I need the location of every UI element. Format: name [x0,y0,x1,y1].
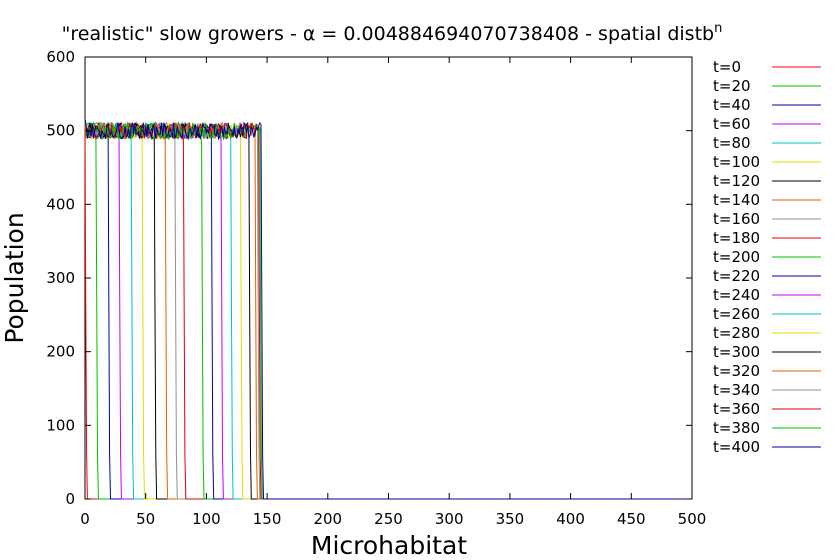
chart-title-superscript: n [714,21,722,36]
legend: t=0t=20t=40t=60t=80t=100t=120t=140t=160t… [713,58,821,456]
legend-label: t=140 [713,191,760,209]
legend-label: t=380 [713,419,760,437]
y-tick-label: 100 [46,416,75,434]
y-axis-label: Population [0,212,29,343]
legend-label: t=20 [713,77,751,95]
legend-label: t=300 [713,343,760,361]
x-tick-label: 100 [192,510,221,528]
legend-label: t=220 [713,267,760,285]
y-tick-label: 500 [46,122,75,140]
series-lines [84,119,692,500]
chart-title-main: "realistic" slow growers - α = 0.0048846… [62,23,714,45]
series-line-t-160 [84,119,692,500]
x-tick-label: 300 [435,510,464,528]
legend-label: t=180 [713,229,760,247]
series-line-t-400 [84,119,692,500]
x-axis-ticks: 0 50 100 150 200 250 300 350 400 450 500 [80,57,706,528]
y-axis-ticks: 0 100 200 300 400 500 600 [46,48,692,508]
legend-label: t=360 [713,400,760,418]
x-tick-label: 400 [556,510,585,528]
x-tick-label: 450 [617,510,646,528]
legend-label: t=60 [713,115,751,133]
legend-label: t=40 [713,96,751,114]
x-tick-label: 200 [313,510,342,528]
legend-label: t=100 [713,153,760,171]
legend-label: t=160 [713,210,760,228]
x-tick-label: 0 [80,510,90,528]
x-axis-label: Microhabitat [311,531,467,560]
legend-label: t=240 [713,286,760,304]
y-tick-label: 600 [46,48,75,66]
x-tick-label: 250 [374,510,403,528]
legend-label: t=320 [713,362,760,380]
y-tick-label: 400 [46,195,75,213]
legend-label: t=200 [713,248,760,266]
chart-title: "realistic" slow growers - α = 0.0048846… [62,21,723,45]
plot-area [84,56,693,500]
legend-label: t=0 [713,58,741,76]
x-tick-label: 50 [136,510,155,528]
legend-label: t=400 [713,438,760,456]
legend-label: t=340 [713,381,760,399]
y-tick-label: 0 [65,490,75,508]
x-tick-label: 500 [678,510,707,528]
legend-label: t=120 [713,172,760,190]
y-tick-label: 300 [46,269,75,287]
y-tick-label: 200 [46,343,75,361]
legend-label: t=260 [713,305,760,323]
x-tick-label: 150 [253,510,282,528]
x-tick-label: 350 [496,510,525,528]
legend-label: t=280 [713,324,760,342]
legend-label: t=80 [713,134,751,152]
